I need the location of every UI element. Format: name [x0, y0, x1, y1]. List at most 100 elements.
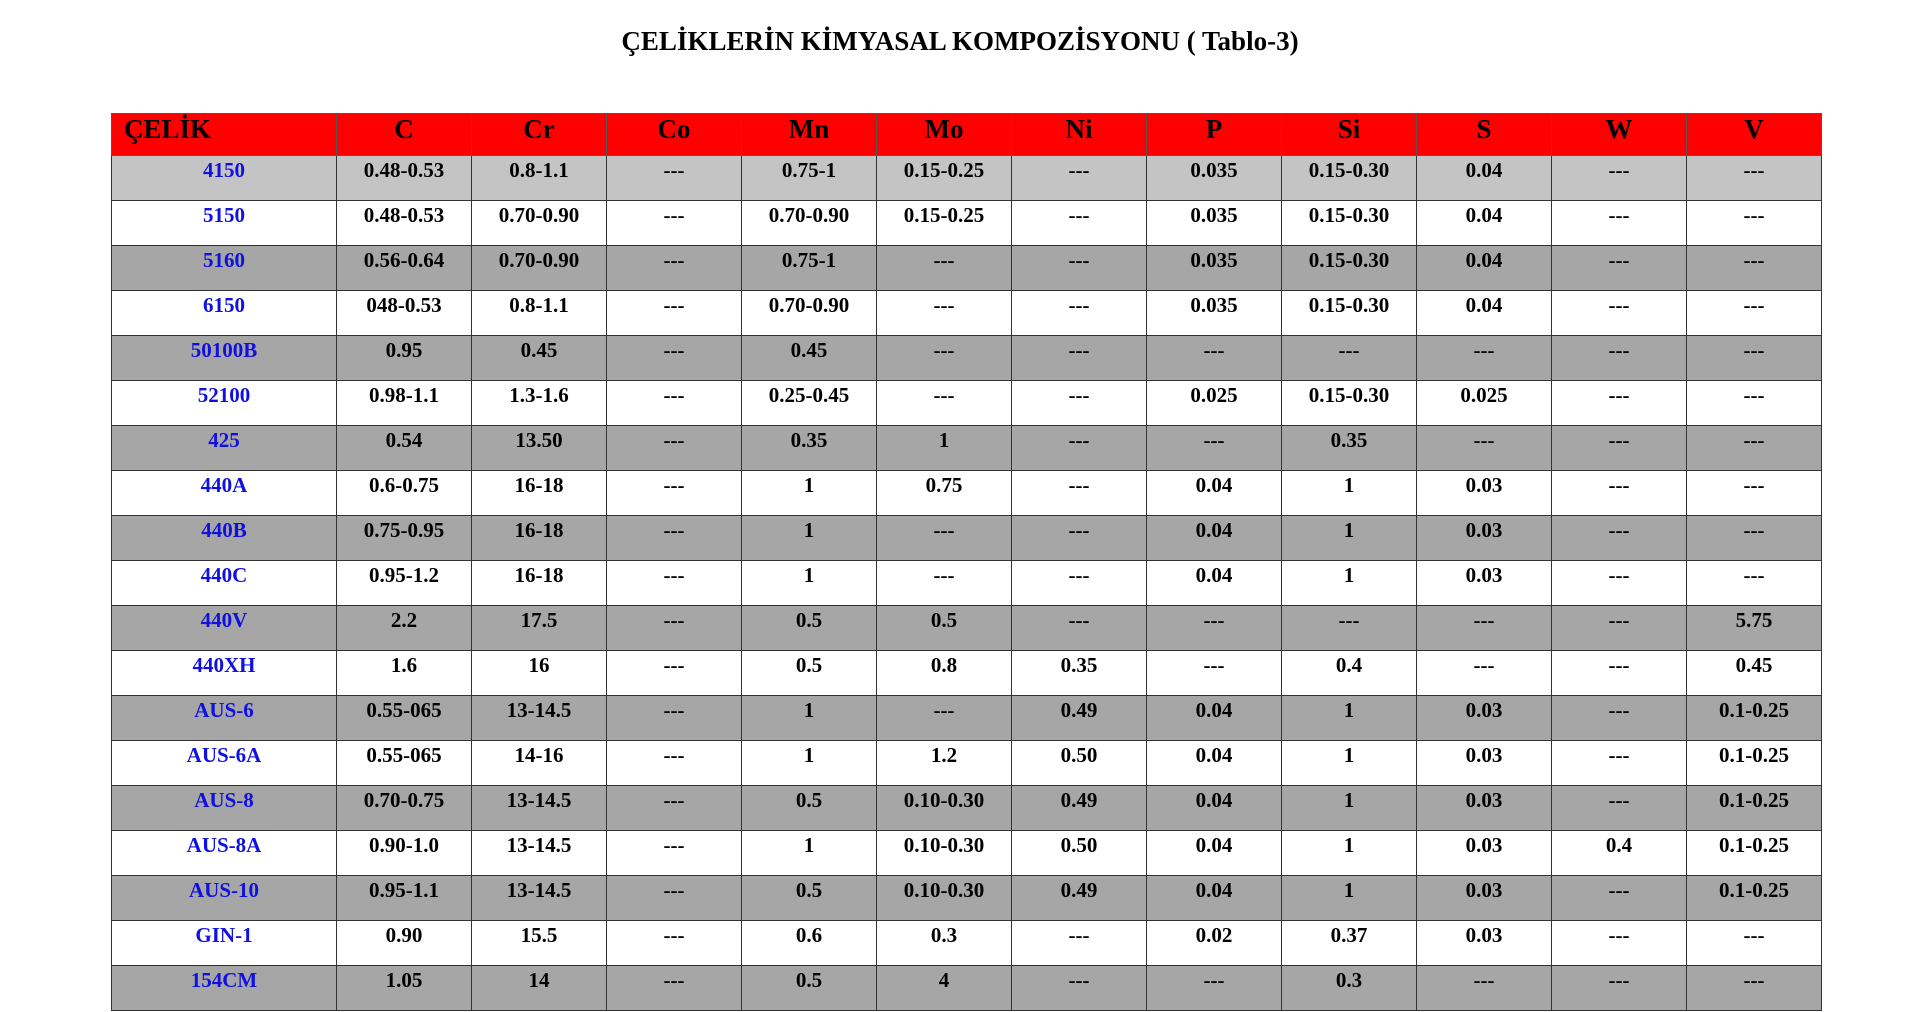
value-cell: --- — [606, 605, 742, 651]
value-cell: 0.70-0.75 — [336, 785, 472, 831]
column-header: Mo — [876, 113, 1012, 156]
value-cell: --- — [876, 380, 1012, 426]
value-cell: 4 — [876, 965, 1012, 1011]
value-cell: 0.56-0.64 — [336, 245, 472, 291]
value-cell: 1 — [1281, 740, 1417, 786]
value-cell: --- — [876, 335, 1012, 381]
column-header: Cr — [471, 113, 607, 156]
column-header: P — [1146, 113, 1282, 156]
value-cell: 0.70-0.90 — [471, 245, 607, 291]
value-cell: 0.35 — [741, 425, 877, 471]
value-cell: --- — [1011, 155, 1147, 201]
column-header: W — [1551, 113, 1687, 156]
value-cell: --- — [1686, 290, 1822, 336]
value-cell: 0.98-1.1 — [336, 380, 472, 426]
value-cell: 0.70-0.90 — [471, 200, 607, 246]
value-cell: --- — [606, 965, 742, 1011]
value-cell: --- — [1011, 245, 1147, 291]
value-cell: --- — [606, 650, 742, 696]
value-cell: --- — [1551, 245, 1687, 291]
value-cell: --- — [606, 560, 742, 606]
value-cell: --- — [1551, 380, 1687, 426]
value-cell: --- — [1686, 560, 1822, 606]
value-cell: 13-14.5 — [471, 830, 607, 876]
value-cell: 0.04 — [1146, 470, 1282, 516]
value-cell: --- — [1416, 605, 1552, 651]
value-cell: --- — [1686, 470, 1822, 516]
value-cell: --- — [606, 470, 742, 516]
steel-name-cell: 4150 — [111, 155, 337, 201]
value-cell: 0.55-065 — [336, 695, 472, 741]
value-cell: 17.5 — [471, 605, 607, 651]
value-cell: 0.03 — [1416, 785, 1552, 831]
value-cell: 0.03 — [1416, 740, 1552, 786]
table-row: 5160 0.56-0.64 0.70-0.90 --- 0.75-1 --- --- 0.0… — [111, 245, 1822, 291]
value-cell: 0.5 — [741, 650, 877, 696]
value-cell: 0.04 — [1146, 830, 1282, 876]
steel-name-cell: AUS-10 — [111, 875, 337, 921]
value-cell: 0.95 — [336, 335, 472, 381]
value-cell: --- — [606, 785, 742, 831]
value-cell: 0.35 — [1011, 650, 1147, 696]
value-cell: 1.6 — [336, 650, 472, 696]
value-cell: --- — [1551, 425, 1687, 471]
value-cell: --- — [1551, 785, 1687, 831]
value-cell: --- — [1011, 290, 1147, 336]
value-cell: 0.04 — [1146, 515, 1282, 561]
value-cell: 0.70-0.90 — [741, 200, 877, 246]
table-row: 5150 0.48-0.53 0.70-0.90 --- 0.70-0.90 0.15-0… — [111, 200, 1822, 246]
table-row: 50100B 0.95 0.45 --- 0.45 --- --- --- --- --- --- -… — [111, 335, 1822, 381]
steel-name-cell: 154CM — [111, 965, 337, 1011]
value-cell: --- — [606, 875, 742, 921]
value-cell: --- — [1686, 515, 1822, 561]
value-cell: 0.4 — [1281, 650, 1417, 696]
value-cell: 0.04 — [1416, 290, 1552, 336]
value-cell: 0.49 — [1011, 695, 1147, 741]
steel-name-cell: 440A — [111, 470, 337, 516]
value-cell: --- — [1416, 965, 1552, 1011]
header-row: ÇELİK C Cr Co Mn Mo Ni P Si S W V — [111, 113, 1822, 156]
value-cell: 0.15-0.25 — [876, 155, 1012, 201]
value-cell: --- — [1551, 560, 1687, 606]
value-cell: 0.1-0.25 — [1686, 740, 1822, 786]
value-cell: 1 — [741, 560, 877, 606]
table-row: 154CM 1.05 14 --- 0.5 4 --- --- 0.3 --- --- --- — [111, 965, 1822, 1011]
value-cell: 0.54 — [336, 425, 472, 471]
value-cell: --- — [1011, 200, 1147, 246]
value-cell: 0.035 — [1146, 200, 1282, 246]
value-cell: --- — [1146, 965, 1282, 1011]
table-row: 440C 0.95-1.2 16-18 --- 1 --- --- 0.04 1 0.03 --- -… — [111, 560, 1822, 606]
value-cell: --- — [1551, 470, 1687, 516]
value-cell: 1 — [741, 695, 877, 741]
value-cell: 0.1-0.25 — [1686, 785, 1822, 831]
value-cell: --- — [1011, 920, 1147, 966]
value-cell: 0.04 — [1416, 200, 1552, 246]
value-cell: 1.2 — [876, 740, 1012, 786]
value-cell: --- — [1011, 605, 1147, 651]
value-cell: --- — [1281, 335, 1417, 381]
steel-name-cell: 440B — [111, 515, 337, 561]
value-cell: 1.05 — [336, 965, 472, 1011]
value-cell: 16 — [471, 650, 607, 696]
value-cell: 0.8-1.1 — [471, 290, 607, 336]
value-cell: --- — [1686, 155, 1822, 201]
value-cell: 0.75 — [876, 470, 1012, 516]
steel-name-cell: 5150 — [111, 200, 337, 246]
value-cell: 14 — [471, 965, 607, 1011]
steel-name-cell: 5160 — [111, 245, 337, 291]
table-row: 4150 0.48-0.53 0.8-1.1 --- 0.75-1 0.15-0.25 --… — [111, 155, 1822, 201]
value-cell: 0.15-0.30 — [1281, 155, 1417, 201]
value-cell: 0.04 — [1146, 785, 1282, 831]
value-cell: 0.3 — [876, 920, 1012, 966]
value-cell: --- — [606, 740, 742, 786]
value-cell: --- — [1551, 740, 1687, 786]
value-cell: --- — [1551, 155, 1687, 201]
value-cell: 0.15-0.30 — [1281, 380, 1417, 426]
value-cell: --- — [1011, 425, 1147, 471]
value-cell: 16-18 — [471, 560, 607, 606]
value-cell: 0.1-0.25 — [1686, 875, 1822, 921]
value-cell: 0.5 — [741, 785, 877, 831]
value-cell: --- — [1011, 335, 1147, 381]
value-cell: --- — [876, 560, 1012, 606]
value-cell: 0.15-0.25 — [876, 200, 1012, 246]
